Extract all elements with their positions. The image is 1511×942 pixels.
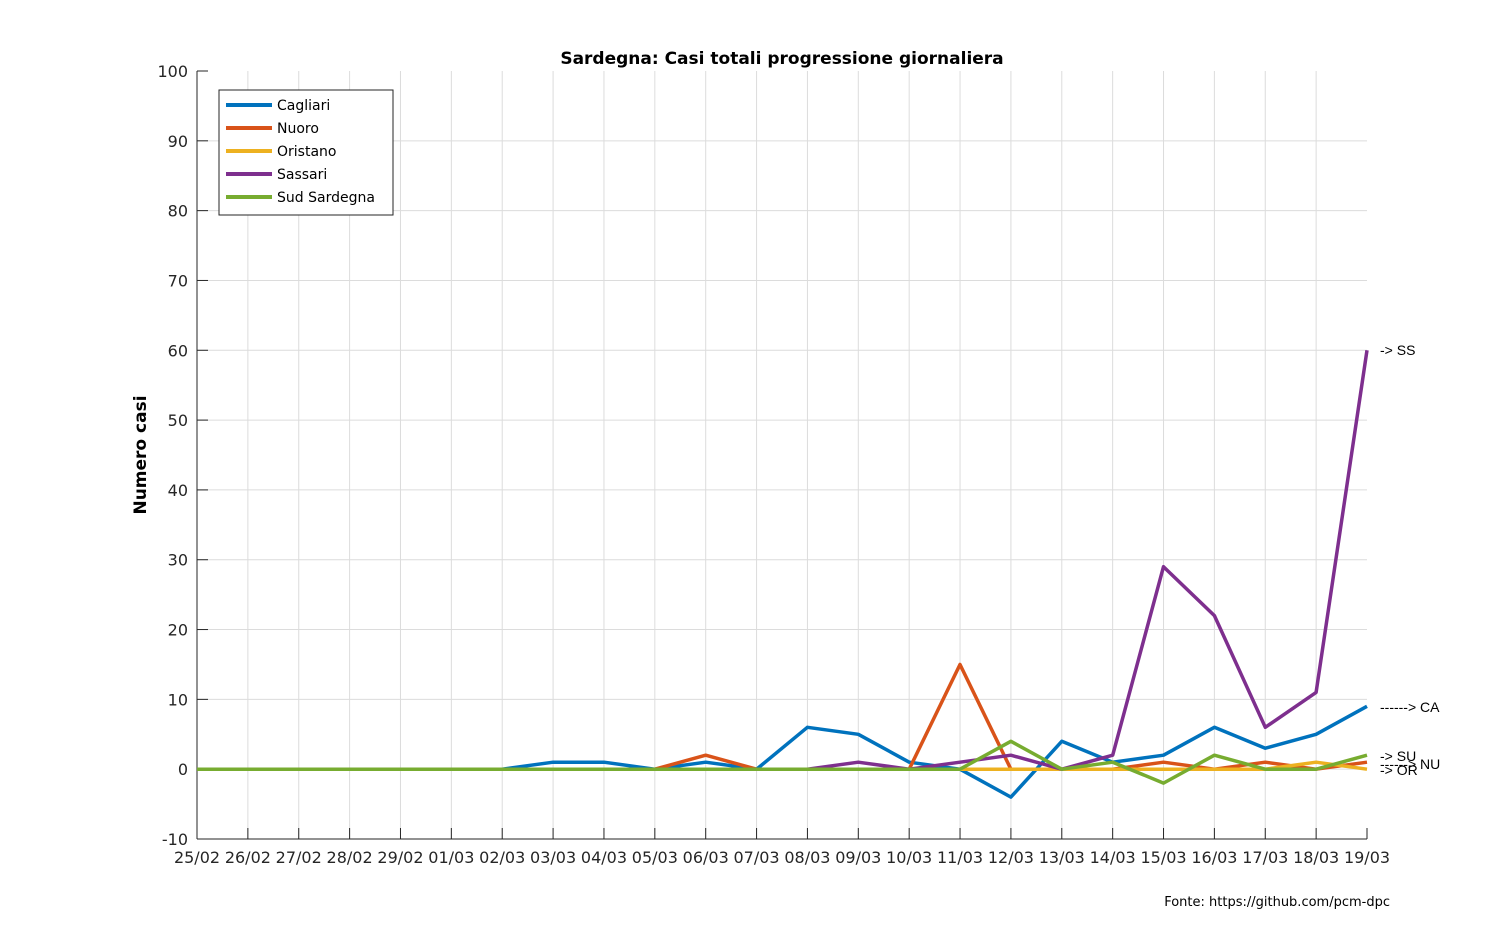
series-lines — [197, 350, 1369, 799]
x-tick-label: 12/03 — [988, 848, 1034, 867]
y-tick-label: -10 — [162, 830, 188, 849]
legend-entry: Sud Sardegna — [277, 190, 375, 206]
x-tick-label: 02/03 — [479, 848, 525, 867]
x-tick-label: 15/03 — [1140, 848, 1186, 867]
y-tick-label: 40 — [168, 481, 188, 500]
y-tick-label: 0 — [178, 760, 188, 779]
x-tick-label: 03/03 — [530, 848, 576, 867]
series-annotations: -> SS ------> CA -> SU------> NU-> OR — [1380, 342, 1440, 778]
series-end-annotation: -> OR — [1380, 762, 1418, 778]
y-tick-label: 60 — [168, 341, 188, 360]
x-tick-label: 04/03 — [581, 848, 627, 867]
x-tick-label: 10/03 — [886, 848, 932, 867]
legend-entry: Oristano — [277, 144, 336, 160]
y-tick-label: 100 — [157, 62, 188, 81]
x-tick-label: 06/03 — [683, 848, 729, 867]
x-tick-label: 27/02 — [276, 848, 322, 867]
legend: Cagliari Nuoro Oristano Sassari Sud Sardegna — [218, 89, 394, 216]
y-tick-label: 80 — [168, 202, 188, 221]
y-tick-label: 90 — [168, 132, 188, 151]
x-tick-label: 29/02 — [377, 848, 423, 867]
y-tick-label: 10 — [168, 690, 188, 709]
y-tick-label: 50 — [168, 411, 188, 430]
x-tick-label: 07/03 — [734, 848, 780, 867]
legend-entry: Nuoro — [277, 121, 319, 137]
series-end-annotation: ------> NU — [1380, 756, 1440, 772]
x-tick-label: 11/03 — [937, 848, 983, 867]
x-tick-label: 26/02 — [225, 848, 271, 867]
y-tick-label: 70 — [168, 271, 188, 290]
source-note: Fonte: https://github.com/pcm-dpc — [1164, 895, 1390, 910]
legend-entry: Cagliari — [277, 98, 330, 114]
x-tick-label: 28/02 — [327, 848, 373, 867]
x-tick-label: 25/02 — [174, 848, 220, 867]
series-line-nuoro — [197, 662, 1368, 771]
x-tick-label: 16/03 — [1191, 848, 1237, 867]
x-tick-label: 18/03 — [1293, 848, 1339, 867]
y-axis-label: Numero casi — [131, 395, 151, 514]
series-line-cagliari — [197, 704, 1368, 799]
x-tick-label: 17/03 — [1242, 848, 1288, 867]
x-tick-label: 08/03 — [784, 848, 830, 867]
x-tick-label: 19/03 — [1344, 848, 1390, 867]
series-line-sud-sardegna — [197, 739, 1368, 785]
series-end-annotation: -> SU — [1380, 748, 1416, 764]
x-tick-label: 09/03 — [835, 848, 881, 867]
chart-title: Sardegna: Casi totali progressione giorn… — [560, 49, 1003, 69]
series-end-annotation: -> SS — [1380, 342, 1415, 358]
x-tick-label: 13/03 — [1039, 848, 1085, 867]
y-tick-label: 20 — [168, 621, 188, 640]
axes: -10 0 10 20 30 40 50 60 70 80 90 100 25/02 26/02 27/02… — [157, 62, 1390, 867]
legend-entry: Sassari — [277, 167, 327, 183]
x-tick-label: 14/03 — [1090, 848, 1136, 867]
y-tick-label: 30 — [168, 551, 188, 570]
x-tick-label: 01/03 — [428, 848, 474, 867]
series-end-annotation: ------> CA — [1380, 699, 1440, 715]
x-tick-label: 05/03 — [632, 848, 678, 867]
